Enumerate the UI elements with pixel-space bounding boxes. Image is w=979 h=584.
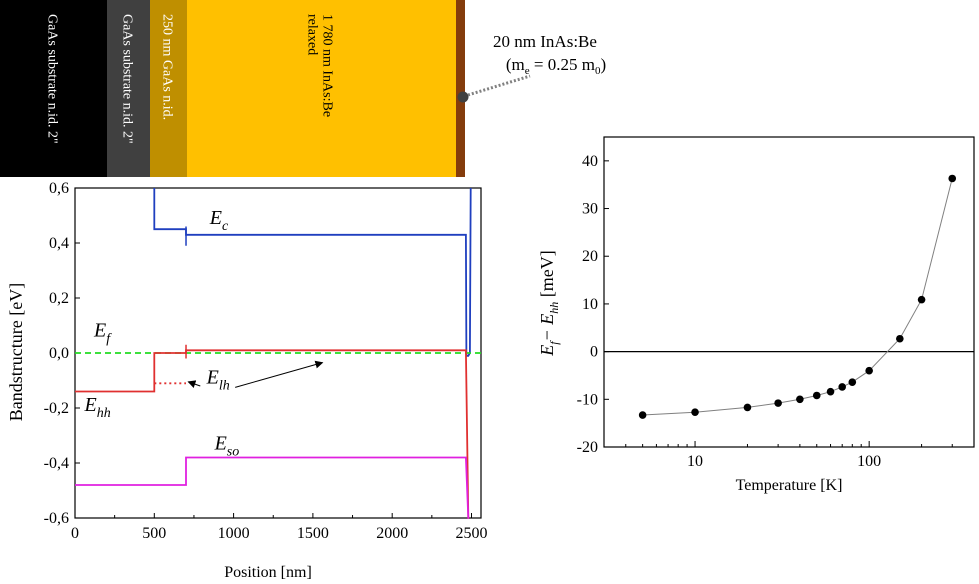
bandstructure-x-tick-label: 1500 (297, 525, 329, 542)
layer-1-label: GaAs substrate n.id. 2" (120, 14, 135, 144)
label-e-hh-main: E (84, 394, 97, 416)
label-e-f-sub: f (106, 332, 112, 347)
bandstructure-y-tick-label: 0,6 (49, 180, 69, 197)
label-e-lh-sub: lh (219, 378, 230, 393)
temperature-y-tick-label: -10 (577, 391, 598, 408)
temperature-data-point (896, 334, 904, 343)
temperature-y-axis-label: Ef− Ehh [meV] (537, 250, 561, 356)
temperature-data-point (691, 408, 699, 416)
series-e-c-line (153, 187, 472, 357)
callout-line-2-part-1: (m (506, 55, 525, 74)
temperature-plot-area: 10 100 -20 -10 0 10 20 30 40 (577, 136, 975, 470)
label-e-lh: Elh (206, 366, 230, 393)
bandstructure-x-tick-label: 2000 (376, 525, 408, 542)
temperature-x-axis-label: Temperature [K] (736, 477, 843, 494)
label-e-f: Ef (93, 320, 112, 347)
layer-1-label-line-1: GaAs substrate n.id. 2" (120, 14, 135, 144)
temperature-chart: 10 100 -20 -10 0 10 20 30 40 Temperature [K] Ef−… (537, 136, 975, 494)
elh-arrow-right (235, 360, 324, 388)
callout-line-2-part-2: e (525, 65, 530, 77)
bandstructure-y-tick-label: 0,2 (49, 290, 69, 307)
layer-4-label-line-2: relaxed (305, 14, 320, 55)
callout-line-2-part-4: 0 (595, 65, 601, 77)
temperature-y-label-part-1: E (537, 345, 557, 357)
bandstructure-x-tick-label: 0 (71, 525, 79, 542)
label-e-so-sub: so (227, 444, 239, 459)
label-e-f-main: E (93, 320, 106, 342)
temperature-data-point (812, 391, 821, 400)
temperature-y-label-part-4: hh (547, 302, 561, 314)
bandstructure-y-tick-label: -0,4 (44, 455, 69, 472)
bandstructure-y-tick-label: -0,6 (44, 510, 69, 527)
temperature-x-tick-label: 10 (687, 453, 703, 470)
label-e-hh-sub: hh (97, 406, 111, 421)
bandstructure-y-tick-label: -0,2 (44, 400, 69, 417)
temperature-data-point (865, 366, 873, 375)
temperature-plot-frame (603, 136, 975, 448)
callout-leader (467, 74, 531, 97)
bandstructure-x-axis-label: Position [nm] (224, 564, 312, 581)
bandstructure-y-tick-label: 0,4 (49, 235, 69, 252)
layer-1-label-line-1: GaAs substrate n.id. 2" (45, 14, 60, 144)
bandstructure-y-axis-label: Bandstructure [eV] (6, 283, 26, 421)
elh-arrow-left (187, 380, 201, 388)
layer-4-block (187, 0, 456, 177)
temperature-y-tick-label: 30 (582, 201, 598, 218)
temperature-y-tick-label: -20 (577, 439, 598, 456)
temperature-data-point (796, 395, 804, 404)
layer-stack-diagram: GaAs substrate n.id. 2" GaAs substrate n.… (0, 0, 465, 177)
temperature-x-tick-label: 100 (857, 453, 881, 470)
callout-line-2: (me = 0.25 m0) (506, 55, 606, 77)
temperature-data-point (743, 403, 752, 412)
layer-4-label-line-1: 1 780 nm InAs:Be (320, 14, 335, 117)
temperature-data-point (774, 399, 782, 407)
temperature-data-point (917, 295, 926, 304)
callout-line-2-part-5: ) (600, 55, 606, 74)
series-e-hh-line (75, 349, 470, 519)
temperature-series-line (642, 178, 953, 416)
label-e-c-main: E (209, 207, 222, 229)
temperature-y-label-part-2: f (547, 340, 561, 345)
label-e-so-main: E (214, 432, 227, 454)
label-e-c-sub: c (222, 219, 229, 234)
layer-2-block (107, 0, 150, 177)
temperature-y-label-part-3: − E (537, 314, 557, 342)
label-e-lh-main: E (206, 366, 219, 388)
layer-2-label: 250 nm GaAs n.id. (160, 14, 175, 120)
series-e-so-line (75, 456, 470, 519)
temperature-data-point (638, 411, 647, 419)
callout-line-1: 20 nm InAs:Be (493, 32, 597, 51)
temperature-y-tick-label: 0 (590, 344, 598, 361)
temperature-y-tick-label: 40 (582, 153, 598, 170)
label-e-so: Eso (214, 432, 240, 459)
layer-callout: 20 nm InAs:Be (me = 0.25 m0) (457, 32, 606, 103)
temperature-y-tick-label: 20 (582, 248, 598, 265)
bandstructure-x-tick-label: 2500 (455, 525, 487, 542)
temperature-data-point (948, 174, 957, 183)
bandstructure-x-tick-label: 500 (142, 525, 166, 542)
temperature-y-tick-label: 10 (582, 296, 598, 313)
temperature-data-point (826, 387, 835, 396)
layer-5-block (456, 0, 465, 177)
bandstructure-x-tick-label: 1000 (218, 525, 250, 542)
bandstructure-chart: 0 500 1000 1500 2000 2500 -0,6 -0,4 -0,2 0,0 0,2 0,… (6, 180, 487, 581)
label-e-c: Ec (209, 207, 229, 234)
callout-line-2-part-3: = 0.25 m (530, 55, 595, 74)
layer-3-block (150, 0, 187, 177)
layer-2-label-line-1: 250 nm GaAs n.id. (160, 14, 175, 120)
label-e-hh: Ehh (84, 394, 111, 421)
temperature-data-point (838, 383, 846, 391)
callout-marker (457, 91, 469, 103)
layer-1-block (0, 0, 107, 177)
temperature-y-label-part-5: [meV] (537, 250, 557, 301)
layer-4-label: 1 780 nm InAs:Berelaxed (305, 14, 335, 117)
layer-1-label: GaAs substrate n.id. 2" (45, 14, 60, 144)
bandstructure-y-tick-label: 0,0 (49, 345, 69, 362)
bandstructure-plot-area: 0 500 1000 1500 2000 2500 -0,6 -0,4 -0,2 0,0 0,2 0,… (44, 180, 488, 542)
temperature-data-point (848, 378, 857, 386)
